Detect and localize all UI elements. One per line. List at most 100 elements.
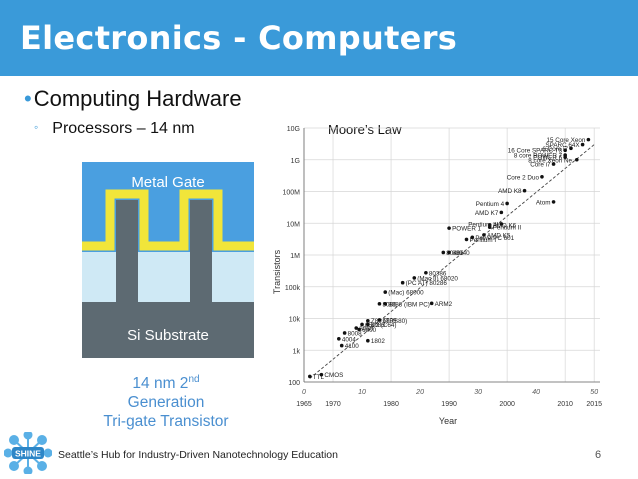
data-point-label: 8088 (IBM PC) (388, 301, 430, 308)
data-point (551, 200, 556, 204)
x-secondary-tick-label: 0 (302, 389, 306, 396)
caption-line-2: Tri-gate Transistor (103, 413, 229, 431)
data-point (383, 302, 388, 306)
data-point-label: Pentium II (493, 225, 522, 232)
footer-text: Seattle’s Hub for Industry-Driven Nanote… (58, 449, 338, 461)
data-point-label: (Mac) 68000 (388, 290, 424, 297)
data-point-label: 1802 (371, 338, 386, 345)
data-point (424, 271, 428, 275)
metal-gate-label: Metal Gate (131, 174, 204, 191)
data-point-label: 8085 (371, 322, 386, 329)
data-point-label: 8 core POWER 7 (514, 153, 563, 160)
data-point-label: 6 Core i7 (542, 146, 568, 153)
data-point (580, 142, 585, 147)
data-point-label: Z80 (TRS80) (371, 318, 407, 325)
x-secondary-tick-label: 30 (474, 389, 482, 396)
data-point (574, 157, 579, 162)
x-secondary-tick-label: 20 (415, 389, 424, 396)
data-point (499, 210, 504, 215)
bullet-processors: ◦ Processors – 14 nm (34, 120, 195, 138)
data-point-label: 8 core Xeon Ne. (528, 157, 574, 164)
data-point-label: 80486 (446, 250, 464, 257)
y-tick-label: 100M (282, 190, 300, 197)
data-point-label: 8080 (359, 326, 374, 333)
data-point-label: POWER 1 (452, 226, 482, 233)
data-point-label: Atom (536, 199, 551, 206)
data-point-label: AMD K7 (475, 210, 499, 217)
y-tick-label: 1M (290, 253, 300, 260)
caption-line-1: 14 nm 2nd Generation (92, 370, 240, 412)
chart-title: Moore’s Law (328, 122, 402, 137)
data-point-label: (Mac II) 68020 (417, 275, 458, 282)
data-point (339, 343, 344, 348)
y-tick-label: 100k (285, 285, 301, 292)
data-point (447, 250, 451, 255)
si-substrate-label: Si Substrate (127, 327, 209, 344)
data-point (308, 374, 312, 379)
data-point-label: 15 Core Xeon (547, 137, 586, 144)
data-point-label: Core i7 (530, 162, 551, 169)
data-point-label: 8086 (382, 301, 397, 308)
data-point-label: 8008 (348, 330, 363, 337)
data-point-label: ARM2 (435, 301, 453, 308)
data-point (319, 372, 324, 377)
bullet-ring-icon: ◦ (34, 120, 39, 134)
data-point (357, 327, 361, 332)
data-point (337, 336, 341, 341)
fin-left (110, 200, 144, 312)
gate-dielectric-outline (82, 189, 254, 251)
data-point-label: AMD K8 (498, 188, 522, 195)
slide-header: Electronics - Computers (0, 0, 638, 76)
data-point-label: 4004 (342, 336, 357, 343)
data-point (487, 225, 492, 230)
x-tick-label: 1970 (325, 401, 341, 408)
transistor-caption: 14 nm 2nd Generation Tri-gate Transistor (92, 370, 240, 431)
shine-logo: SHINE (4, 432, 52, 474)
data-point-label: CMOS (324, 372, 343, 379)
data-point-label: 4100 (345, 343, 360, 350)
data-point (366, 338, 370, 343)
data-point (429, 301, 434, 306)
data-point (400, 280, 405, 285)
fin-right (184, 200, 218, 312)
data-point (522, 188, 527, 193)
slide-title: Electronics - Computers (20, 19, 458, 57)
data-point (563, 148, 567, 152)
y-tick-label: 10k (289, 317, 301, 324)
data-point-label: Pentium III (468, 221, 498, 228)
y-tick-label: 1G (291, 158, 300, 165)
data-point (464, 237, 469, 242)
data-point (360, 322, 364, 327)
data-point (412, 276, 417, 280)
trigate-transistor-diagram: Metal Gate Si Substrate (82, 162, 254, 358)
logo-text: SHINE (15, 449, 41, 459)
data-point (569, 146, 573, 151)
x-secondary-tick-label: 50 (590, 389, 598, 396)
bullet-dot-icon: • (24, 86, 32, 111)
data-point-label: Pentium 4 (476, 201, 505, 208)
chart-grid (303, 127, 600, 383)
x-secondary-tick-label: 10 (358, 389, 366, 396)
data-point (366, 318, 370, 323)
data-point (366, 322, 370, 327)
data-point (383, 290, 388, 294)
data-point-label: TTL (313, 374, 325, 381)
data-point-label: 6809 (382, 317, 397, 324)
data-point-label: AMD K5 (487, 232, 511, 239)
data-point (470, 235, 475, 240)
data-point (441, 250, 446, 255)
bullet2-text: Processors – 14 nm (52, 120, 195, 137)
x-tick-label: 2015 (586, 401, 602, 408)
caption-sup: nd (188, 374, 200, 385)
page-number: 6 (595, 449, 602, 461)
data-point (447, 226, 451, 230)
y-tick-label: 10M (286, 221, 300, 228)
data-point-label: (PC AT) 80286 (406, 280, 448, 287)
caption-part-b: Generation (127, 394, 205, 412)
y-tick-label: 10G (287, 126, 300, 133)
y-tick-label: 1k (293, 348, 301, 355)
x-tick-label: 2000 (499, 401, 515, 408)
data-point-label: 16 Core SPARC T3 (508, 148, 563, 155)
